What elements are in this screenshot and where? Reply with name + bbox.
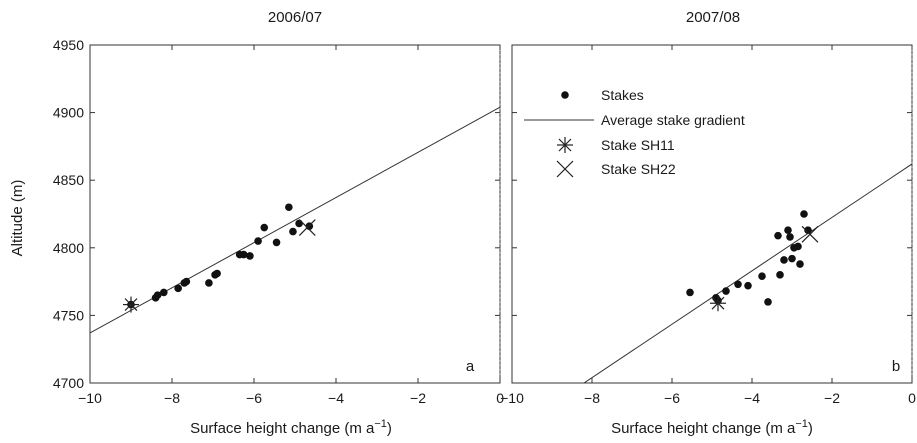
panel-b-frame bbox=[511, 44, 913, 384]
panel-b-x-tick-label: −6 bbox=[664, 390, 680, 406]
panel-b-x-tick-label: 0 bbox=[908, 390, 916, 406]
panel-a-title: 2006/07 bbox=[268, 9, 322, 26]
panel-b-average-stake-gradient-line bbox=[583, 163, 912, 383]
panel-b-x-axis-title-text: Surface height change (m a bbox=[611, 420, 796, 437]
panel-a-x-axis-title-sup: −1 bbox=[374, 418, 387, 430]
panel-b-x-axis-title-close: ) bbox=[808, 420, 813, 437]
panel-a-x-axis-title: Surface height change (m a−1) bbox=[190, 418, 392, 437]
panel-b-x-tick-label: −4 bbox=[744, 390, 760, 406]
panel-b-x-tick-label: −8 bbox=[584, 390, 600, 406]
panel-b-letter: b bbox=[892, 358, 900, 375]
panel-a-y-tick-label: 4850 bbox=[53, 172, 84, 188]
panel-a-y-tick-label: 4800 bbox=[53, 240, 84, 256]
panel-b-stake-point bbox=[780, 256, 788, 264]
panel-a-x-tick-label: −6 bbox=[246, 390, 262, 406]
panel-b-stake-point bbox=[786, 233, 794, 241]
panel-b-x-tick-label: −2 bbox=[824, 390, 840, 406]
panel-a-plot-area: −10 −8 −6 −4 −2 0 4700 4750 4800 4850 4900 4950 bbox=[53, 37, 504, 406]
panel-a-stake-point bbox=[205, 279, 213, 287]
panel-a-stake-point bbox=[285, 203, 293, 212]
panel-a-frame bbox=[89, 44, 501, 384]
panel-b-plot-area: −10 −8 −6 −4 −2 0 bbox=[500, 44, 916, 406]
panel-b-stake-point bbox=[722, 287, 730, 295]
panel-a-stake-point bbox=[160, 288, 168, 297]
panel-b-stake-point bbox=[776, 271, 784, 279]
panel-b-x-axis-title-sup: −1 bbox=[795, 418, 808, 430]
panel-b-x-tick-label: −10 bbox=[500, 390, 524, 406]
panel-b-stake-point bbox=[804, 226, 812, 235]
y-axis-title: Altitude (m) bbox=[9, 180, 26, 257]
panel-b-stake-sh11-marker bbox=[710, 295, 726, 312]
panel-a-stake-point bbox=[295, 219, 303, 228]
legend-sh22-marker bbox=[556, 160, 574, 178]
panel-a-y-tick-label: 4750 bbox=[53, 307, 84, 323]
panel-a-stake-point bbox=[239, 250, 248, 259]
panel-a-stake-point bbox=[289, 227, 297, 236]
panel-b-x-axis-title: Surface height change (m a−1) bbox=[611, 418, 813, 437]
panel-a-letter: a bbox=[466, 358, 475, 375]
panel-a-stake-sh11-marker bbox=[123, 296, 139, 313]
legend-gradient-label: Average stake gradient bbox=[601, 112, 745, 128]
legend-stakes-label: Stakes bbox=[601, 87, 644, 103]
panel-a-stake-point bbox=[153, 291, 162, 299]
panel-b-stake-point bbox=[686, 288, 694, 297]
panel-b: 2007/08 −10 −8 −6 −4 −2 0 b Surface height ch… bbox=[500, 9, 916, 437]
panel-a-stake-point bbox=[182, 277, 191, 286]
panel-a-stake-point bbox=[174, 284, 182, 293]
legend-stakes-marker bbox=[561, 91, 569, 99]
panel-a-stake-point bbox=[272, 238, 281, 247]
panel-a-x-tick-label: −2 bbox=[410, 390, 426, 406]
panel-b-stake-point bbox=[744, 281, 752, 290]
panel-b-stake-point bbox=[758, 272, 766, 280]
panel-a-stake-point bbox=[254, 237, 262, 245]
panel-a-stake-sh22-marker bbox=[298, 219, 316, 236]
panel-b-stake-point bbox=[796, 260, 804, 268]
panel-a-average-stake-gradient-line bbox=[90, 106, 500, 334]
legend-sh11-marker bbox=[557, 137, 573, 153]
panel-a-y-tick-label: 4900 bbox=[53, 105, 84, 121]
panel-a-x-tick-label: −10 bbox=[78, 390, 102, 406]
panel-b-stake-point bbox=[734, 280, 742, 289]
legend-sh22-label: Stake SH22 bbox=[601, 161, 676, 177]
panel-b-stake-point bbox=[774, 231, 782, 240]
legend-sh11-label: Stake SH11 bbox=[601, 137, 675, 153]
panel-a-x-tick-label: 0 bbox=[496, 390, 504, 406]
panel-a: 2006/07 −10 −8 −6 −4 −2 0 4700 4750 4800 4850 4900… bbox=[53, 9, 504, 437]
panel-b-stake-point bbox=[764, 298, 772, 306]
panel-a-x-tick-label: −8 bbox=[164, 390, 180, 406]
panel-a-y-tick-label: 4700 bbox=[53, 375, 84, 391]
panel-b-stake-point bbox=[800, 210, 808, 218]
panel-b-stake-point bbox=[788, 254, 796, 263]
panel-a-stake-point bbox=[260, 223, 269, 232]
legend: Stakes Average stake gradient Stake SH11… bbox=[524, 87, 745, 178]
panel-a-x-axis-title-text: Surface height change (m a bbox=[190, 420, 375, 437]
panel-b-stake-point bbox=[794, 242, 802, 251]
panel-a-stake-point bbox=[246, 252, 254, 260]
panel-a-x-tick-label: −4 bbox=[328, 390, 344, 406]
panel-b-title: 2007/08 bbox=[686, 9, 740, 26]
panel-a-x-axis-title-close: ) bbox=[387, 420, 392, 437]
panel-b-stake-point bbox=[784, 226, 792, 235]
panel-a-y-tick-label: 4950 bbox=[53, 37, 84, 53]
panel-a-stake-point bbox=[213, 269, 221, 278]
panel-b-stake-sh22-marker bbox=[801, 225, 819, 243]
